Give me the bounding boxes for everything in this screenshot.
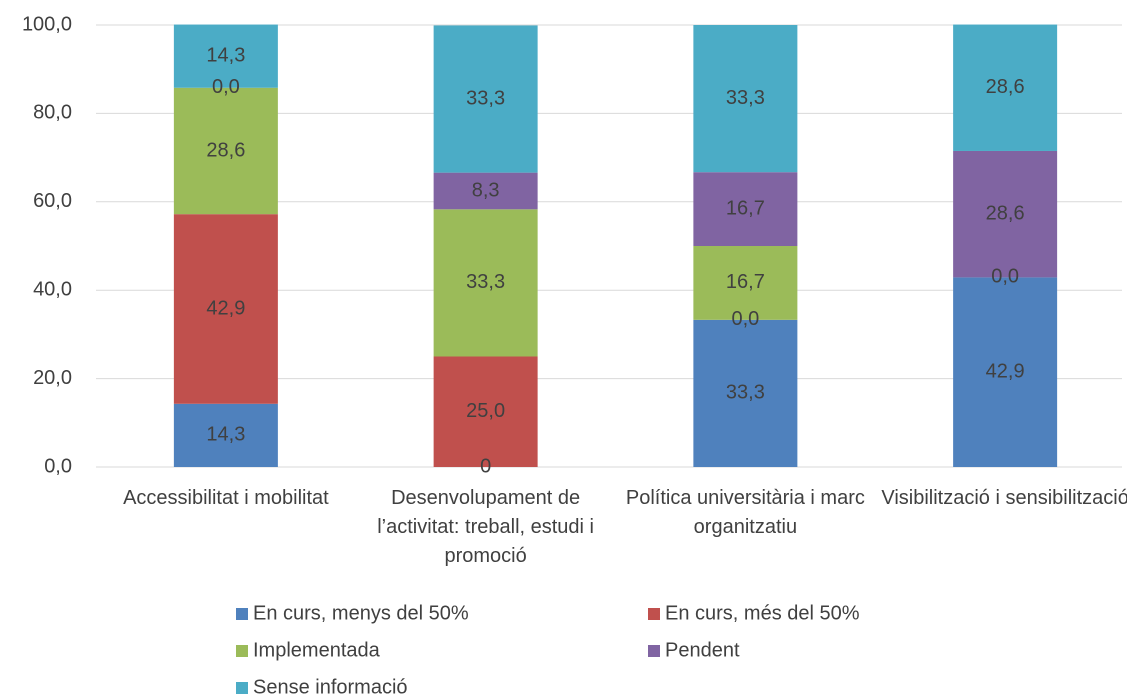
y-tick-label: 80,0	[33, 102, 72, 124]
legend-label: Implementada	[253, 639, 381, 661]
legend-label: En curs, més del 50%	[665, 602, 860, 624]
data-label: 0,0	[731, 308, 759, 330]
bar-segment	[173, 214, 278, 404]
data-label: 42,9	[986, 360, 1025, 382]
bar-segment	[693, 172, 798, 246]
bar-segment	[433, 172, 538, 210]
legend-swatch	[236, 645, 248, 657]
y-tick-label: 40,0	[33, 278, 72, 300]
bar-segment	[953, 150, 1058, 278]
bar-segment	[173, 24, 278, 88]
data-label: 25,0	[466, 400, 505, 422]
data-label: 28,6	[986, 202, 1025, 224]
bar-segment	[433, 209, 538, 357]
x-tick-label: Accessibilitat i mobilitat	[123, 487, 329, 509]
data-label: 33,3	[726, 382, 765, 404]
y-tick-label: 20,0	[33, 367, 72, 389]
data-label: 28,6	[986, 76, 1025, 98]
data-label: 0,0	[212, 76, 240, 98]
data-label: 28,6	[206, 139, 245, 161]
data-label: 16,7	[726, 197, 765, 219]
legend-swatch	[236, 682, 248, 694]
y-tick-label: 60,0	[33, 190, 72, 212]
legend-swatch	[648, 645, 660, 657]
x-tick-label: Política universitària i marc organitzat…	[625, 487, 865, 538]
bar-segment	[953, 24, 1058, 151]
bar-segment	[173, 87, 278, 215]
bar-segment	[693, 319, 798, 467]
data-label: 33,3	[726, 87, 765, 109]
data-label: 14,3	[206, 424, 245, 446]
bar-segment	[693, 246, 798, 320]
x-tick-label: Desenvolupament de l’activitat: treball,…	[377, 487, 594, 567]
data-label: 0	[480, 455, 491, 477]
x-tick-label: Visibilització i sensibilització	[881, 487, 1127, 509]
legend-swatch	[648, 608, 660, 620]
bar-segment	[433, 356, 538, 467]
legend-label: Sense informació	[253, 676, 408, 698]
legend-swatch	[236, 608, 248, 620]
data-label: 16,7	[726, 271, 765, 293]
y-tick-label: 100,0	[22, 13, 72, 35]
data-label: 14,3	[206, 44, 245, 66]
bar-segment	[953, 277, 1058, 467]
bar-segment	[693, 25, 798, 173]
bar-segment	[173, 403, 278, 467]
data-label: 8,3	[472, 179, 500, 201]
y-tick-label: 0,0	[44, 455, 72, 477]
legend-label: En curs, menys del 50%	[253, 602, 469, 624]
data-label: 42,9	[206, 297, 245, 319]
legend-label: Pendent	[665, 639, 740, 661]
data-label: 33,3	[466, 87, 505, 109]
bar-segment	[433, 25, 538, 173]
data-label: 0,0	[991, 266, 1019, 288]
data-label: 33,3	[466, 271, 505, 293]
